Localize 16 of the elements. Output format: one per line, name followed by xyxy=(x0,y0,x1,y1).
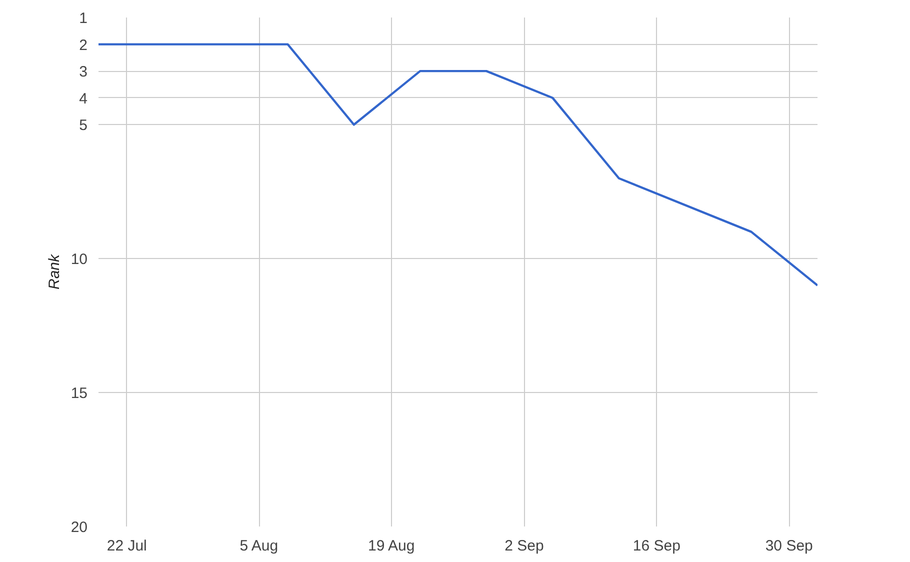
line-series xyxy=(98,43,818,286)
x-tick-label: 30 Sep xyxy=(765,538,813,554)
x-tick-label: 5 Aug xyxy=(240,538,278,554)
y-tick-label: 2 xyxy=(79,36,88,54)
y-tick-label: 4 xyxy=(79,90,88,108)
y-tick-label: 1 xyxy=(79,10,88,27)
x-tick-label: 16 Sep xyxy=(632,538,680,554)
y-axis-title: Rank xyxy=(46,252,63,290)
y-tick-label: 10 xyxy=(70,251,88,268)
y-tick-label: 3 xyxy=(79,64,88,81)
y-tick-label: 20 xyxy=(70,519,88,536)
x-tick-label: 22 Jul xyxy=(106,538,147,554)
y-tick-label: 15 xyxy=(70,385,88,402)
x-tick-label: 19 Aug xyxy=(368,538,415,554)
x-tick-label: 2 Sep xyxy=(504,538,544,554)
y-tick-label: 5 xyxy=(79,117,88,134)
